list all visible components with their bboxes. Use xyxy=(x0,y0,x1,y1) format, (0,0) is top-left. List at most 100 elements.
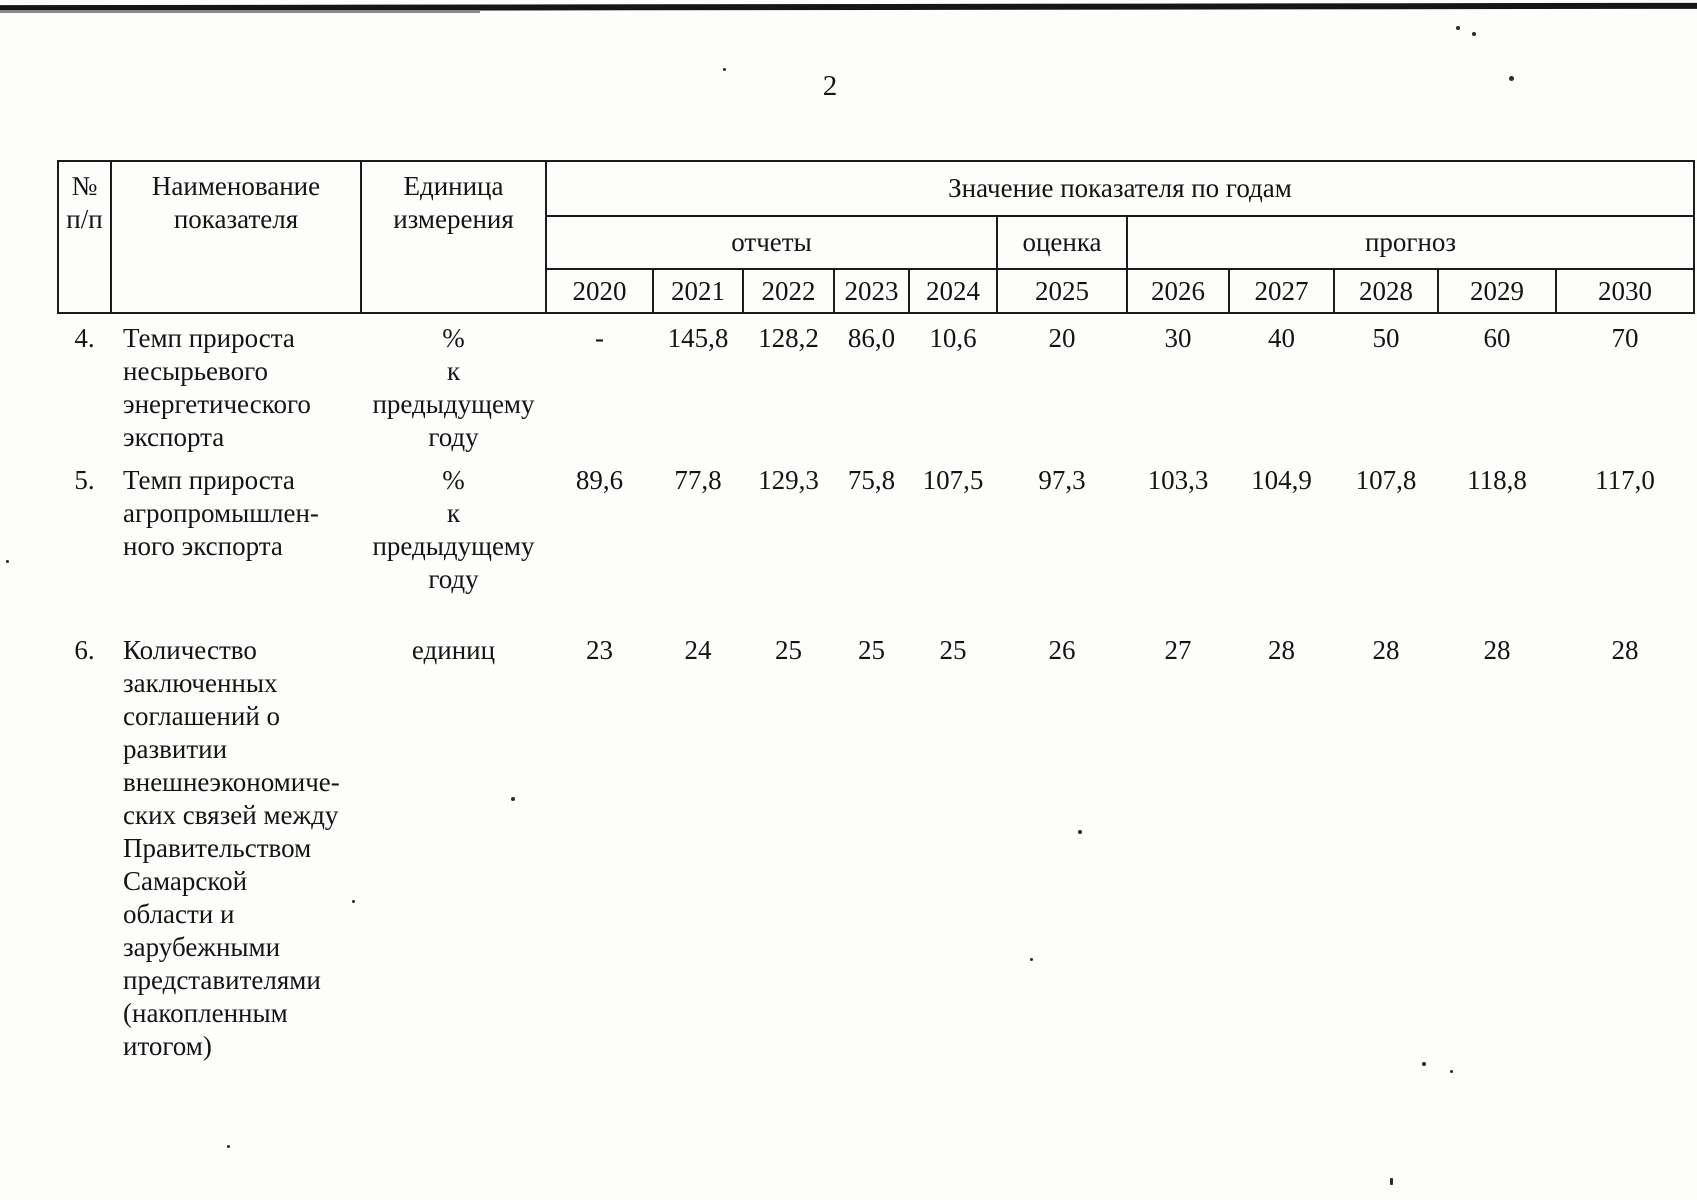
indicator-value-2024: 107,5 xyxy=(909,456,997,626)
indicator-unit-line: предыдущему xyxy=(372,389,535,419)
indicator-unit-line: году xyxy=(428,564,479,594)
row-number-text: 5. xyxy=(74,465,95,495)
indicator-value-text: 28 xyxy=(1483,635,1511,665)
header-unit-line1: Единица xyxy=(403,171,504,201)
indicator-value-2021: 77,8 xyxy=(653,456,743,626)
indicator-value-2028: 50 xyxy=(1334,313,1438,456)
header-cell-num: № п/п xyxy=(57,160,112,314)
indicator-value-2024: 10,6 xyxy=(909,313,997,456)
indicator-value-text: 24 xyxy=(684,635,712,665)
scan-speck xyxy=(352,900,355,903)
indicator-value-2021: 145,8 xyxy=(653,313,743,456)
indicator-value-2023: 86,0 xyxy=(834,313,909,456)
indicator-name-line: внешнеэкономиче- xyxy=(123,767,340,797)
indicator-unit-line: году xyxy=(428,422,479,452)
scan-speck xyxy=(511,797,515,801)
indicator-name-line: развитии xyxy=(123,734,228,764)
indicator-name-line: энергетического xyxy=(123,389,311,419)
indicator-value-text: 70 xyxy=(1611,323,1639,353)
indicator-value-2020: 89,6 xyxy=(546,456,653,626)
header-cell-unit: Единица измерения xyxy=(360,160,547,314)
indicator-value-2027: 40 xyxy=(1229,313,1334,456)
header-year-2028: 2028 xyxy=(1333,268,1439,314)
header-num-line1: № xyxy=(71,171,98,201)
header-year-2024: 2024 xyxy=(908,268,998,314)
indicator-value-2024: 25 xyxy=(909,626,997,1064)
indicator-value-text: 10,6 xyxy=(929,323,977,353)
table-row: 4. Темп прироста несырьевого энергетическог… xyxy=(58,313,1694,456)
indicator-name-line: ских связей между xyxy=(123,800,339,830)
header-num-line2: п/п xyxy=(66,204,103,234)
header-year-2021: 2021 xyxy=(652,268,744,314)
indicator-value-2028: 107,8 xyxy=(1334,456,1438,626)
indicator-unit: единиц xyxy=(361,626,546,1064)
indicator-name-line: Правительством xyxy=(123,833,312,863)
indicator-value-text: 75,8 xyxy=(847,465,896,495)
header-cell-values-title: Значение показателя по годам xyxy=(544,160,1696,217)
indicator-name-line: представителями xyxy=(123,965,321,995)
indicator-value-2030: 70 xyxy=(1556,313,1694,456)
indicator-value-text: 28 xyxy=(1372,635,1400,665)
header-cell-name: Наименование показателя xyxy=(110,160,362,314)
scan-artifact-top-line-gray xyxy=(0,10,480,13)
table-row: 6. Количество заключенных соглашений о разви… xyxy=(58,626,1694,1064)
indicator-value-2030: 117,0 xyxy=(1556,456,1694,626)
indicator-value-2028: 28 xyxy=(1334,626,1438,1064)
indicator-value-text: 25 xyxy=(939,635,967,665)
scan-speck xyxy=(1472,32,1476,36)
indicator-name-line: Темп прироста xyxy=(123,465,295,495)
indicator-value-2023: 25 xyxy=(834,626,909,1064)
indicator-value-text: 25 xyxy=(775,635,802,665)
indicator-name: Темп прироста несырьевого энергетического э… xyxy=(111,313,361,456)
scan-speck xyxy=(6,560,9,563)
indicator-value-2025: 26 xyxy=(997,626,1127,1064)
indicator-value-2025: 20 xyxy=(997,313,1127,456)
header-year-2026: 2026 xyxy=(1126,268,1230,314)
row-number-text: 6. xyxy=(74,635,95,665)
indicator-value-text: 27 xyxy=(1164,635,1192,665)
header-name-line2: показателя xyxy=(173,204,299,234)
indicator-value-2020: - xyxy=(546,313,653,456)
indicator-value-text: 20 xyxy=(1048,323,1076,353)
indicator-name: Темп прироста агропромышлен-ного экспорта xyxy=(111,456,361,626)
indicator-value-text: 107,5 xyxy=(922,465,984,495)
indicator-name-line: несырьевого xyxy=(123,356,268,386)
indicator-name-line: области и xyxy=(123,899,235,929)
indicator-name-line: Темп прироста xyxy=(123,323,295,353)
indicator-value-text: 25 xyxy=(858,635,885,665)
indicator-value-2022: 128,2 xyxy=(743,313,834,456)
header-group-forecast: прогноз xyxy=(1125,215,1696,270)
indicator-name: Количество заключенных соглашений о развити… xyxy=(111,626,361,1064)
indicator-value-text: 118,8 xyxy=(1467,465,1527,495)
indicator-name-line: заключенных xyxy=(123,668,278,698)
indicator-value-2020: 23 xyxy=(546,626,653,1064)
indicator-value-text: 145,8 xyxy=(667,323,729,353)
indicator-name-line: зарубежными xyxy=(123,932,281,962)
header-year-2030: 2030 xyxy=(1554,268,1696,314)
header-year-2020: 2020 xyxy=(545,268,654,314)
indicator-value-2026: 103,3 xyxy=(1127,456,1229,626)
indicator-value-text: 129,3 xyxy=(758,465,819,495)
page-number: 2 xyxy=(822,70,838,102)
indicator-unit-line: единиц xyxy=(411,635,496,665)
indicators-table: № п/п Наименование показателя Единица из… xyxy=(57,160,1696,1064)
indicator-value-text: 103,3 xyxy=(1147,465,1209,495)
indicator-unit-line: % xyxy=(442,323,465,353)
indicator-value-text: 77,8 xyxy=(674,465,722,495)
scan-speck xyxy=(1450,1070,1453,1073)
indicator-value-2021: 24 xyxy=(653,626,743,1064)
header-name-line1: Наименование xyxy=(151,171,321,201)
indicator-value-text: 89,6 xyxy=(575,465,624,495)
indicator-value-text: 28 xyxy=(1611,635,1639,665)
indicator-value-2026: 30 xyxy=(1127,313,1229,456)
header-group-estimate: оценка xyxy=(996,215,1128,270)
indicator-value-text: 107,8 xyxy=(1355,465,1417,495)
indicator-value-2022: 25 xyxy=(743,626,834,1064)
indicator-value-text: 128,2 xyxy=(758,323,819,353)
indicator-name-line: ного экспорта xyxy=(123,531,283,561)
indicator-value-2022: 129,3 xyxy=(743,456,834,626)
header-year-2022: 2022 xyxy=(742,268,835,314)
indicator-value-text: 30 xyxy=(1164,323,1192,353)
indicator-name-line: соглашений о xyxy=(123,701,281,731)
